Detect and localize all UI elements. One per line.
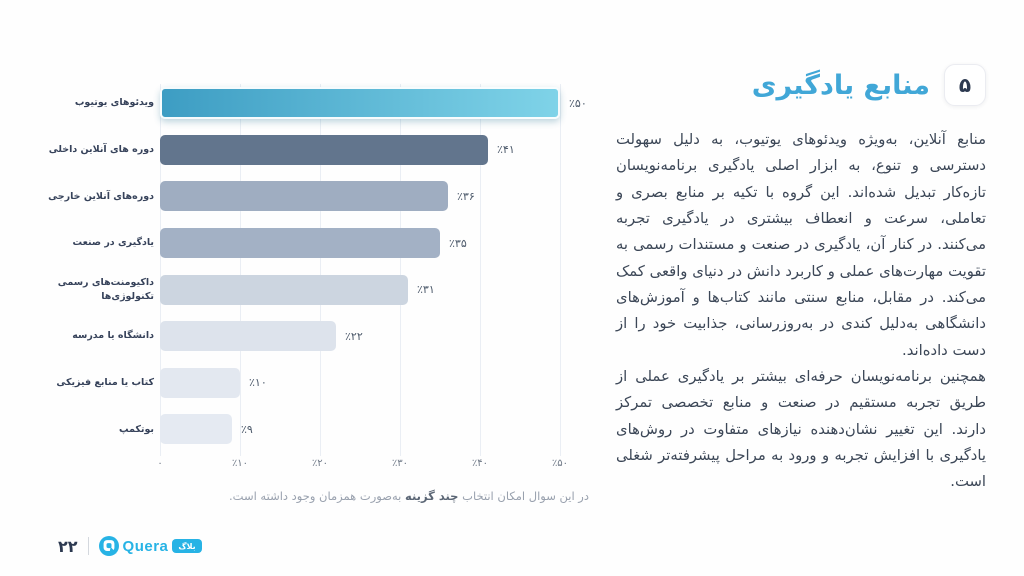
gridline [240,84,241,456]
x-tick-label: ٪۴۰ [471,458,489,469]
bar [160,367,240,398]
x-axis: ۰ ٪۱۰ ٪۲۰ ٪۳۰ ٪۴۰ ٪۵۰ [157,458,568,474]
grid-area [160,84,561,456]
x-tick-label: ٪۲۰ [311,458,329,469]
bar [160,414,232,445]
bar-row: بوتکمپ ٪۹ [36,406,656,453]
gridline [160,84,161,456]
x-tick-label: ٪۱۰ [231,458,249,469]
category-label: ویدئوهای یوتیوب [74,97,154,109]
caption-suffix: به‌صورت همزمان وجود داشته است. [229,489,405,503]
bar-row: یادگیری در صنعت ٪۳۵ [36,220,656,267]
bar-track: ٪۵۰ [160,87,587,120]
body-text: منابع آنلاین، به‌ویژه ویدئوهای یوتیوب، ب… [616,127,986,496]
category-label: یادگیری در صنعت [72,237,154,249]
bar-track: ٪۳۶ [160,181,560,212]
category-label: بوتکمپ [118,423,154,435]
bar-row: دوره‌های آنلاین خارجی ٪۳۶ [36,173,656,220]
bar [160,228,440,259]
page-number: ۲۲ [58,536,78,556]
category-label: داکیومنت‌های رسمی تکنولوژی‌ها [57,276,154,302]
bar-row: دانشگاه یا مدرسه ٪۲۲ [36,313,656,360]
bar-track: ٪۴۱ [160,134,560,165]
bar [160,181,448,212]
value-label: ٪۳۱ [417,283,435,297]
category-label: دوره های آنلاین داخلی [48,144,154,155]
content-column: ۵ منابع یادگیری منابع آنلاین، به‌ویژه وی… [616,64,986,496]
value-label: ٪۹ [241,422,253,436]
page-title: منابع یادگیری [751,69,930,101]
bar-row: داکیومنت‌های رسمی تکنولوژی‌ها ٪۳۱ [36,266,656,313]
gridline [560,84,561,456]
bar-row: ویدئوهای یوتیوب ٪۵۰ [36,80,656,127]
value-label: ٪۲۲ [345,329,363,343]
bar-track: ٪۳۱ [160,274,560,305]
chart-rows: ویدئوهای یوتیوب ٪۵۰ دوره های آنلاین داخلی ٪… [36,80,656,453]
quera-logo: Quera بلاگ [98,536,202,556]
paragraph: همچنین برنامه‌نویسان حرفه‌ای بیشتر بر یا… [616,367,986,491]
caption-prefix: در این سوال امکان انتخاب [458,489,589,503]
bar [160,321,336,352]
bar-row: کتاب یا منابع فیزیکی ٪۱۰ [36,360,656,407]
value-label: ٪۵۰ [569,96,587,110]
bar [160,87,560,120]
bar [160,274,408,305]
x-tick-label: ٪۳۰ [391,458,409,469]
caption-bold: چند گزینه [405,489,459,503]
x-tick-label: ۰ [157,458,163,469]
category-label: دوره‌های آنلاین خارجی [48,190,154,202]
value-label: ٪۱۰ [249,376,267,390]
bar [160,134,488,165]
x-tick-label: ٪۵۰ [551,458,569,469]
quera-blog-badge: بلاگ [172,539,202,553]
value-label: ٪۳۵ [449,236,467,250]
paragraph: منابع آنلاین، به‌ویژه ویدئوهای یوتیوب، ب… [616,131,986,359]
bar-track: ٪۱۰ [160,367,560,398]
category-label: دانشگاه یا مدرسه [72,330,154,342]
chart-caption: در این سوال امکان انتخاب چند گزینه به‌صو… [213,489,605,503]
gridline [320,84,321,456]
gridline [480,84,481,456]
category-label: کتاب یا منابع فیزیکی [56,376,154,388]
quera-q-icon [98,536,119,556]
footer: ۲۲ Quera بلاگ [58,536,202,556]
bar-row: دوره های آنلاین داخلی ٪۴۱ [36,127,656,174]
footer-divider [87,537,89,555]
gridline [400,84,401,456]
bar-track: ٪۹ [160,414,560,445]
section-header: ۵ منابع یادگیری [616,64,986,106]
bar-track: ٪۲۲ [160,321,560,352]
value-label: ٪۳۶ [457,189,475,203]
bar-track: ٪۳۵ [160,228,560,259]
quera-wordmark: Quera [122,537,169,555]
section-number-badge: ۵ [944,64,986,106]
value-label: ٪۴۱ [497,143,515,157]
